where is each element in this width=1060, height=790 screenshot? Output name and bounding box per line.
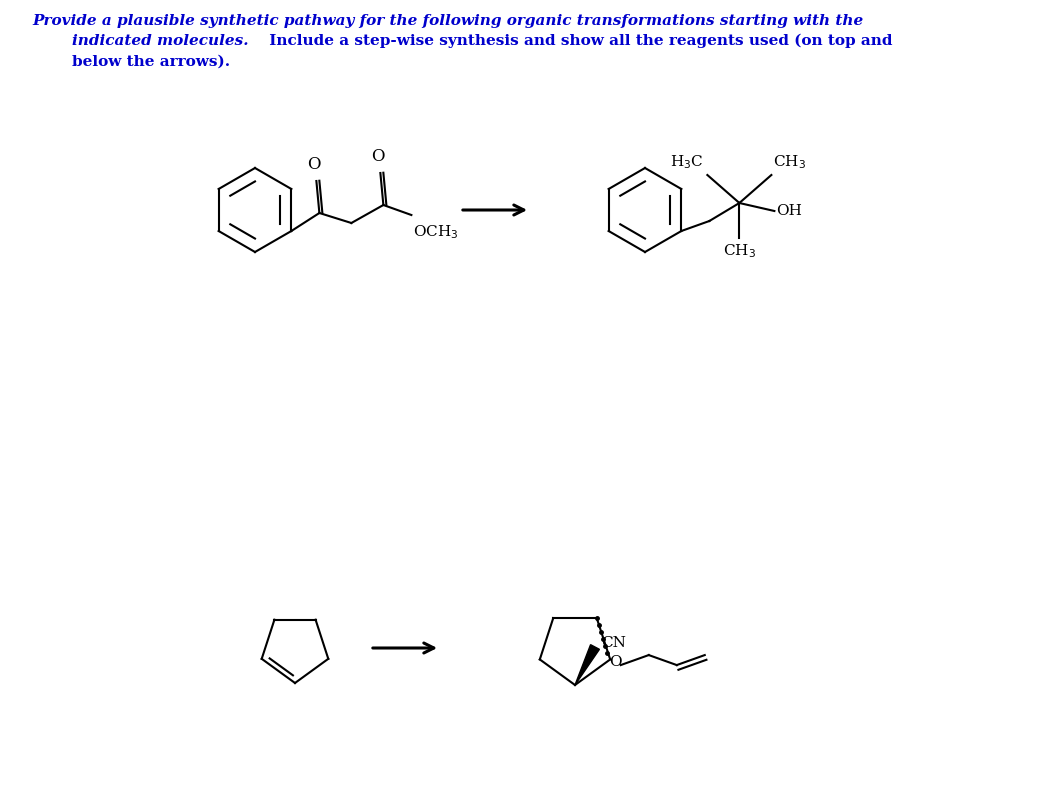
Text: OH: OH	[776, 204, 802, 218]
Text: O: O	[372, 148, 385, 165]
Text: CH$_3$: CH$_3$	[774, 153, 807, 171]
Text: CN: CN	[601, 636, 625, 650]
Text: OCH$_3$: OCH$_3$	[413, 223, 459, 241]
Text: O: O	[307, 156, 321, 173]
Text: Include a step-wise synthesis and show all the reagents used (on top and: Include a step-wise synthesis and show a…	[264, 34, 893, 48]
Text: indicated molecules.: indicated molecules.	[72, 34, 248, 48]
Text: below the arrows).: below the arrows).	[72, 55, 230, 69]
Polygon shape	[575, 645, 599, 685]
Text: CH$_3$: CH$_3$	[723, 242, 756, 260]
Text: O: O	[608, 655, 621, 669]
Text: Provide a plausible synthetic pathway for the following organic transformations : Provide a plausible synthetic pathway fo…	[32, 14, 863, 28]
Text: H$_3$C: H$_3$C	[670, 153, 704, 171]
